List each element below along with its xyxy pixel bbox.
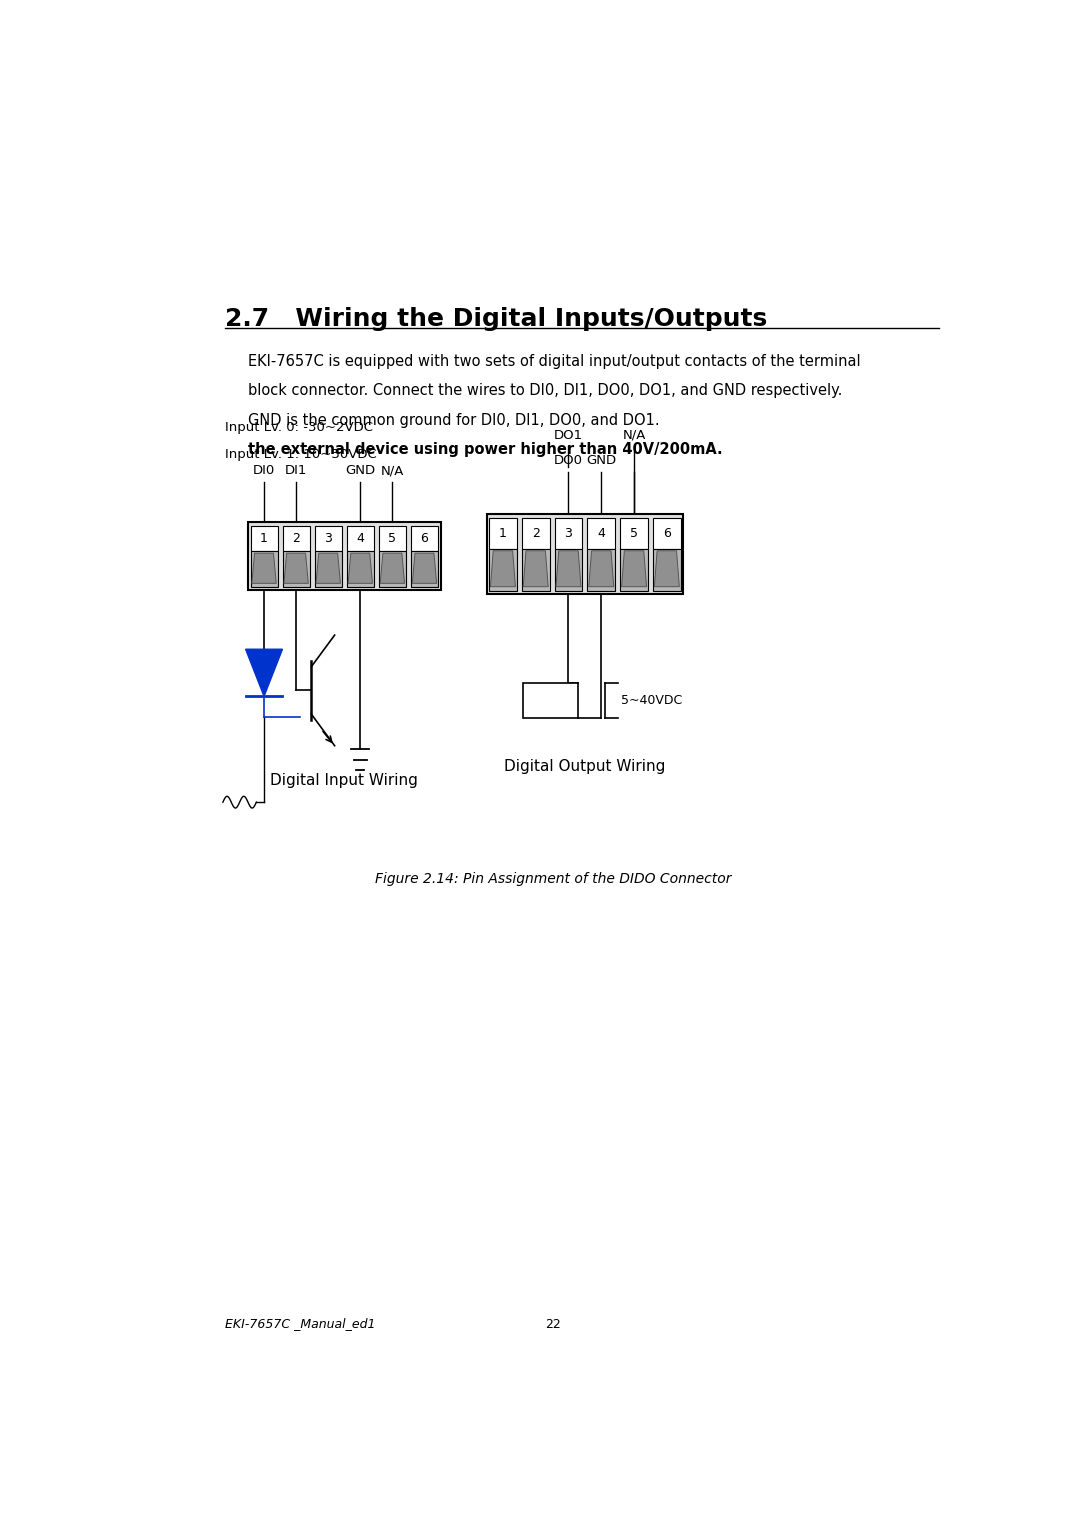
Polygon shape bbox=[252, 553, 276, 584]
Text: EKI-7657C is equipped with two sets of digital input/output contacts of the term: EKI-7657C is equipped with two sets of d… bbox=[248, 354, 861, 368]
Text: 3: 3 bbox=[324, 532, 333, 545]
Text: EKI-7657C _Manual_ed1: EKI-7657C _Manual_ed1 bbox=[226, 1317, 376, 1331]
Bar bbox=[489, 518, 517, 549]
Text: 5: 5 bbox=[630, 527, 638, 539]
Bar bbox=[347, 526, 374, 552]
Bar bbox=[379, 552, 406, 587]
Polygon shape bbox=[245, 649, 283, 697]
Polygon shape bbox=[622, 550, 647, 587]
Text: DO1: DO1 bbox=[554, 428, 583, 442]
Bar bbox=[588, 549, 616, 591]
Bar bbox=[523, 683, 578, 718]
Text: 4: 4 bbox=[597, 527, 605, 539]
Text: 1: 1 bbox=[260, 532, 268, 545]
Bar bbox=[314, 526, 341, 552]
Text: 6: 6 bbox=[420, 532, 429, 545]
Bar bbox=[620, 518, 648, 549]
Polygon shape bbox=[556, 550, 581, 587]
Bar bbox=[379, 526, 406, 552]
Bar bbox=[486, 515, 684, 594]
Bar bbox=[410, 526, 438, 552]
Text: Digital Output Wiring: Digital Output Wiring bbox=[504, 759, 665, 775]
Polygon shape bbox=[523, 550, 549, 587]
Bar bbox=[283, 552, 310, 587]
Text: DI1: DI1 bbox=[285, 465, 308, 477]
Bar bbox=[588, 518, 616, 549]
Text: Figure 2.14: Pin Assignment of the DIDO Connector: Figure 2.14: Pin Assignment of the DIDO … bbox=[375, 871, 732, 886]
Bar bbox=[653, 549, 680, 591]
Text: Load: Load bbox=[535, 694, 566, 707]
Text: DO0: DO0 bbox=[554, 454, 583, 468]
Text: 2: 2 bbox=[531, 527, 540, 539]
Bar bbox=[555, 549, 582, 591]
Text: 5~40VDC: 5~40VDC bbox=[621, 694, 681, 707]
Text: GND: GND bbox=[346, 465, 376, 477]
Polygon shape bbox=[380, 553, 405, 584]
Text: 22: 22 bbox=[545, 1317, 562, 1331]
Polygon shape bbox=[589, 550, 613, 587]
Text: N/A: N/A bbox=[622, 428, 646, 442]
Bar bbox=[522, 518, 550, 549]
Polygon shape bbox=[284, 553, 308, 584]
Bar bbox=[489, 549, 517, 591]
Text: the external device using power higher than 40V/200mA.: the external device using power higher t… bbox=[248, 442, 723, 457]
Text: Input Lv. 1: 10~30VDC: Input Lv. 1: 10~30VDC bbox=[226, 448, 377, 461]
Text: N/A: N/A bbox=[380, 465, 404, 477]
Text: Digital Input Wiring: Digital Input Wiring bbox=[270, 773, 418, 788]
Polygon shape bbox=[348, 553, 373, 584]
Text: block connector. Connect the wires to DI0, DI1, DO0, DO1, and GND respectively.: block connector. Connect the wires to DI… bbox=[248, 384, 842, 399]
Polygon shape bbox=[654, 550, 679, 587]
Bar bbox=[283, 526, 310, 552]
Text: 2.7   Wiring the Digital Inputs/Outputs: 2.7 Wiring the Digital Inputs/Outputs bbox=[226, 307, 768, 332]
Polygon shape bbox=[316, 553, 340, 584]
Text: 4: 4 bbox=[356, 532, 364, 545]
Bar bbox=[653, 518, 680, 549]
Text: 5: 5 bbox=[389, 532, 396, 545]
Text: 3: 3 bbox=[565, 527, 572, 539]
Text: 6: 6 bbox=[663, 527, 671, 539]
Bar bbox=[314, 552, 341, 587]
Polygon shape bbox=[490, 550, 515, 587]
Bar bbox=[410, 552, 438, 587]
Bar bbox=[522, 549, 550, 591]
Bar bbox=[555, 518, 582, 549]
Bar bbox=[251, 526, 278, 552]
Bar bbox=[248, 523, 441, 590]
Text: Input Lv. 0: -30~2VDC: Input Lv. 0: -30~2VDC bbox=[226, 420, 374, 434]
Text: GND is the common ground for DI0, DI1, DO0, and DO1.: GND is the common ground for DI0, DI1, D… bbox=[248, 413, 664, 428]
Text: 1: 1 bbox=[499, 527, 507, 539]
Bar bbox=[251, 552, 278, 587]
Text: 2: 2 bbox=[293, 532, 300, 545]
Bar bbox=[620, 549, 648, 591]
Polygon shape bbox=[413, 553, 436, 584]
Bar bbox=[347, 552, 374, 587]
Text: DI0: DI0 bbox=[253, 465, 275, 477]
Text: GND: GND bbox=[586, 454, 617, 468]
